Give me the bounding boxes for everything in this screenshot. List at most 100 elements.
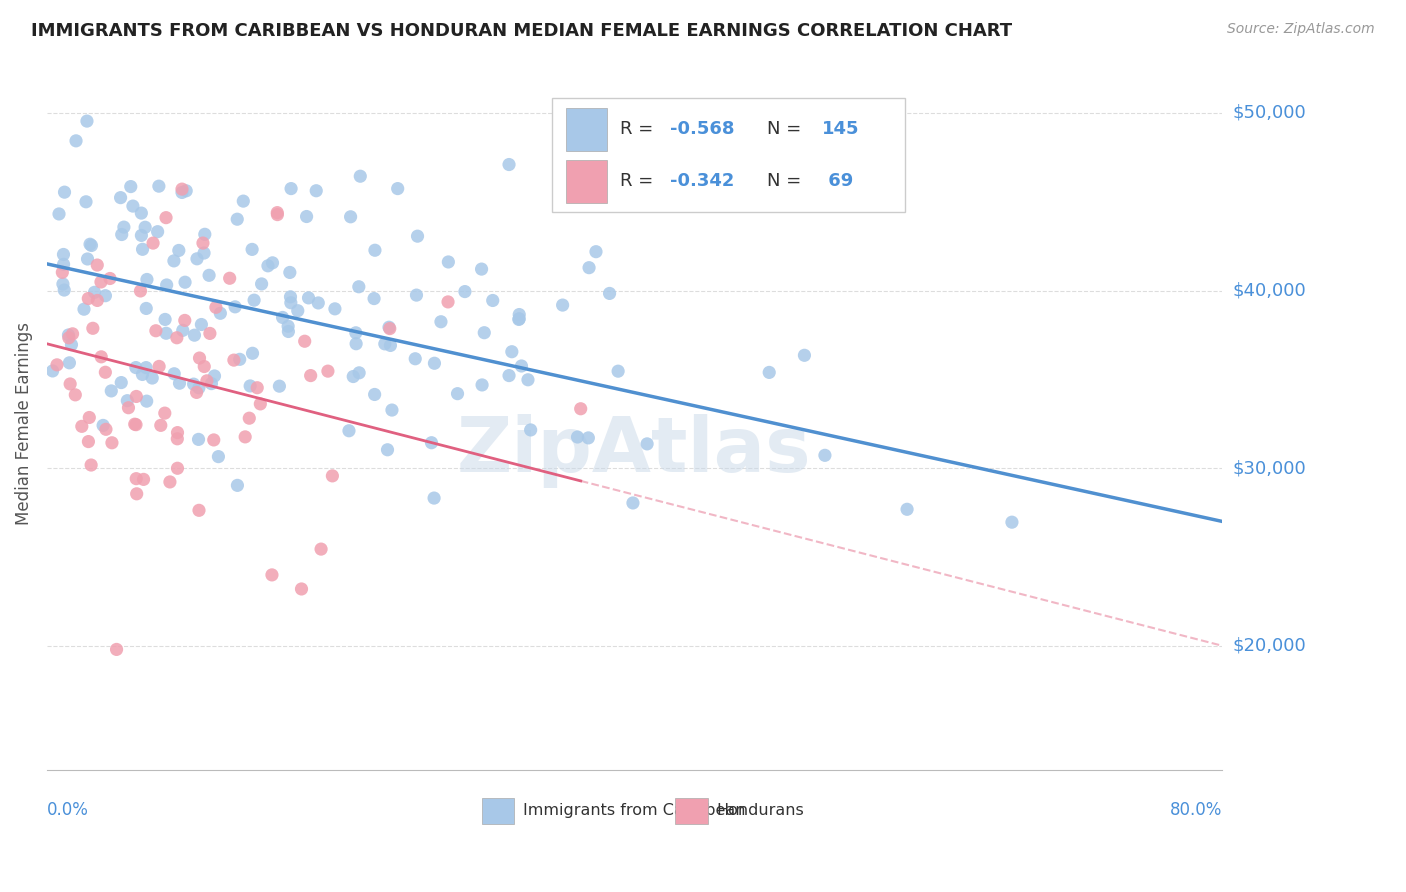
Point (337, 424, 360, 438)
Point (218, 271, 240, 285)
Point (363, 387, 385, 401)
Text: N =: N = (768, 172, 807, 190)
Point (142, 236, 165, 251)
Point (501, 344, 523, 359)
Point (135, 301, 157, 316)
Point (277, 325, 299, 339)
Point (111, 227, 134, 242)
Point (48, 207, 70, 221)
Point (814, 448, 837, 462)
Point (377, 442, 399, 457)
Point (287, 303, 309, 318)
Point (163, 253, 186, 268)
Point (277, 319, 299, 334)
Point (134, 220, 156, 235)
Point (155, 326, 177, 341)
Point (73, 302, 96, 317)
Point (1001, 515, 1024, 529)
Point (145, 324, 167, 338)
Point (200, 376, 222, 391)
Point (124, 417, 146, 432)
Point (58, 356, 80, 370)
Point (174, 184, 197, 198)
Point (120, 179, 142, 194)
Point (190, 318, 212, 332)
Point (58, 331, 80, 345)
Point (420, 435, 443, 450)
Point (430, 315, 453, 329)
Point (222, 353, 245, 368)
Point (53, 185, 76, 199)
Point (280, 290, 302, 304)
Point (52, 257, 75, 271)
Point (131, 228, 153, 243)
Point (567, 430, 589, 444)
FancyBboxPatch shape (553, 98, 904, 212)
Point (347, 279, 370, 293)
Point (80, 238, 103, 252)
Point (188, 351, 211, 365)
Point (170, 186, 193, 200)
Point (100, 384, 122, 398)
Point (576, 431, 599, 445)
Point (41, 364, 63, 378)
Point (551, 298, 574, 312)
Point (155, 211, 177, 225)
Point (239, 379, 262, 393)
Text: 145: 145 (823, 120, 860, 138)
Point (153, 406, 176, 420)
Point (364, 244, 387, 258)
Point (321, 468, 343, 483)
Point (46, 358, 69, 372)
Point (347, 366, 370, 380)
Point (183, 328, 205, 343)
Point (437, 294, 460, 309)
Point (110, 376, 132, 390)
Point (131, 243, 153, 257)
Bar (675, 797, 709, 824)
Point (578, 260, 600, 275)
Point (498, 368, 520, 383)
Point (122, 199, 145, 213)
Point (280, 181, 302, 195)
Point (163, 367, 186, 381)
Point (187, 433, 209, 447)
Point (290, 582, 312, 596)
Point (257, 259, 280, 273)
Point (621, 496, 644, 510)
Point (186, 385, 208, 400)
Point (148, 359, 170, 374)
Point (636, 437, 658, 451)
Point (232, 194, 254, 208)
Point (141, 371, 163, 385)
Text: -0.342: -0.342 (669, 172, 734, 190)
Point (198, 268, 221, 283)
Point (405, 288, 427, 302)
Point (132, 472, 155, 486)
Point (86, 258, 108, 272)
Point (240, 243, 263, 257)
Point (167, 244, 190, 258)
Text: R =: R = (620, 172, 659, 190)
Point (207, 450, 229, 464)
Point (249, 397, 271, 411)
Point (508, 311, 530, 326)
Point (344, 326, 367, 340)
Point (423, 356, 446, 370)
Point (83, 285, 105, 300)
Point (59, 376, 82, 391)
Point (125, 487, 148, 501)
Point (246, 381, 269, 395)
Point (153, 312, 176, 326)
Point (125, 417, 148, 432)
Point (135, 360, 157, 375)
Point (339, 210, 361, 224)
Y-axis label: Median Female Earnings: Median Female Earnings (15, 322, 32, 525)
Point (193, 246, 215, 260)
Point (472, 326, 495, 340)
Point (131, 206, 153, 220)
Text: 0.0%: 0.0% (46, 801, 89, 819)
Point (76, 114, 98, 128)
Point (146, 225, 169, 239)
Point (105, 642, 128, 657)
